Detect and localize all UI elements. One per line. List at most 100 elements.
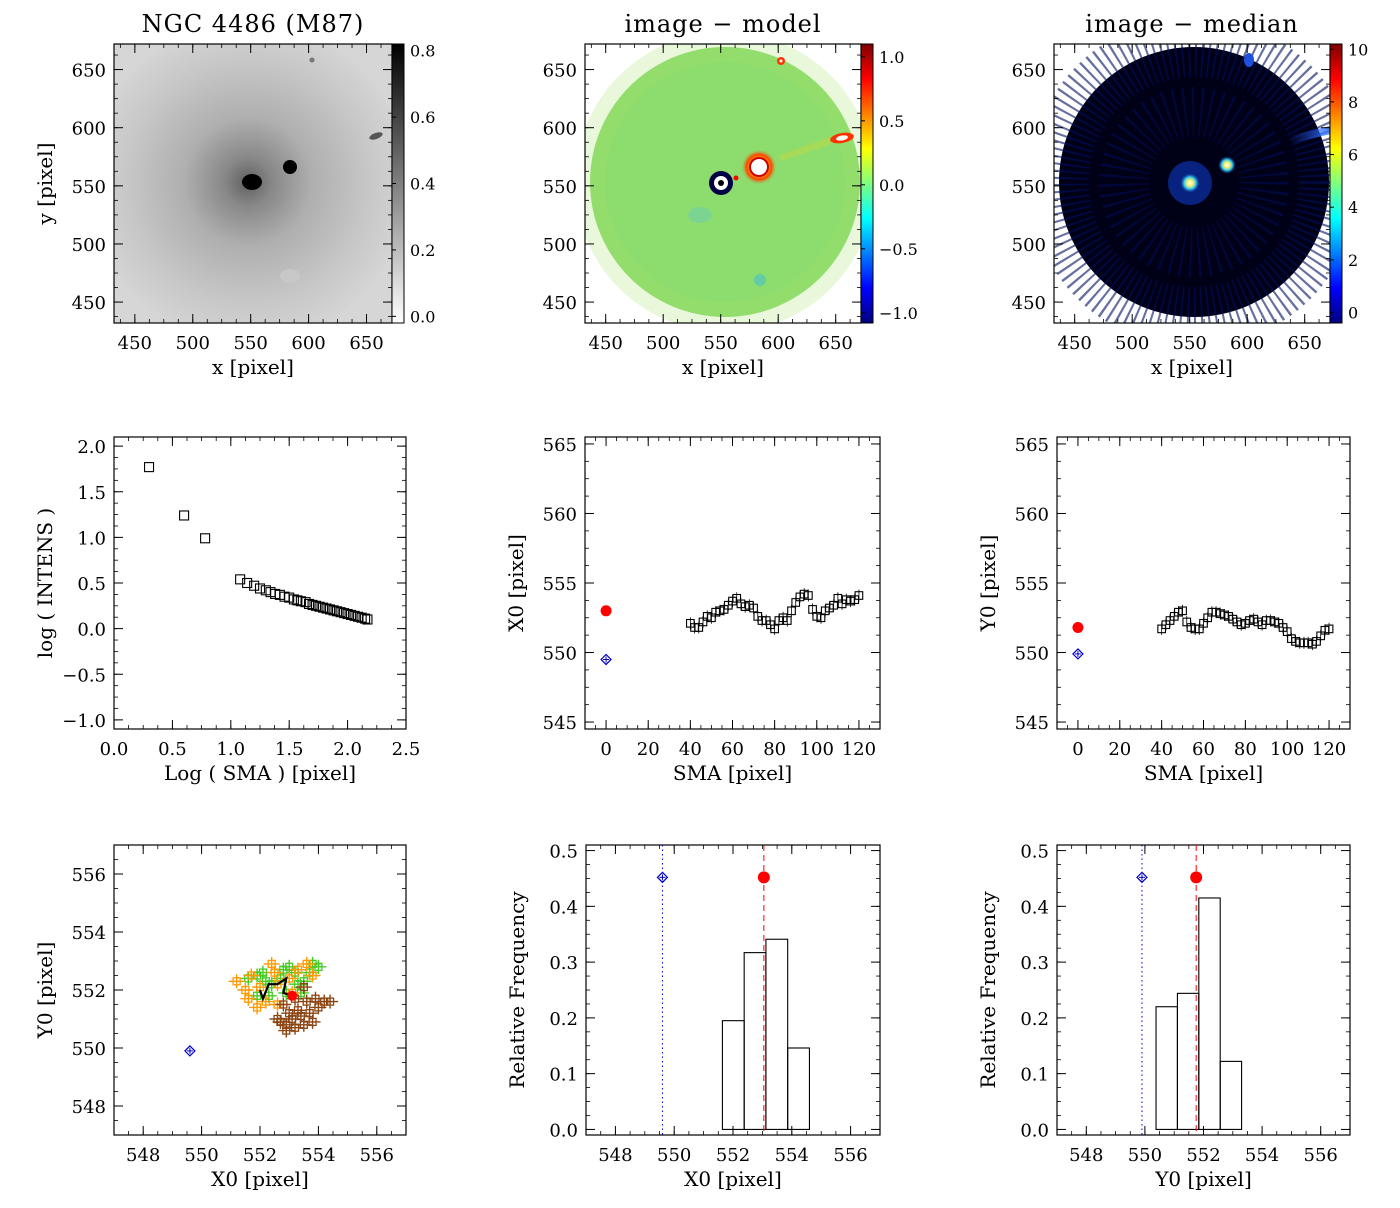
profile-ytick-label: −1.0 bbox=[62, 711, 106, 732]
hist_y0-initial-point bbox=[1136, 871, 1148, 884]
y0_vs_sma-point bbox=[1324, 624, 1334, 634]
center-point bbox=[278, 1023, 295, 1038]
profile-point bbox=[325, 604, 336, 615]
img_m87-xlabel: x [pixel] bbox=[212, 355, 294, 379]
hist_x0-bar bbox=[743, 952, 767, 1130]
center-point-box bbox=[232, 977, 241, 986]
hist_x0-ytick-label: 0.0 bbox=[549, 1120, 578, 1141]
img_resid_model-axes: 450 500 550 600 650 450 500 550 600 650 x [pixel] i… bbox=[543, 10, 861, 379]
x0_vs_sma-point bbox=[854, 591, 864, 600]
center-point bbox=[275, 997, 292, 1012]
profile-point bbox=[349, 610, 360, 621]
center-point-box bbox=[241, 985, 250, 995]
center-point-box bbox=[270, 968, 279, 977]
y0_vs_sma-ytick-label: 550 bbox=[1015, 644, 1049, 665]
center-point-box bbox=[311, 994, 320, 1003]
median-core bbox=[1180, 173, 1200, 193]
hist_y0-axes: 548 550 552 554 556 0.0 0.1 0.2 0.3 0.4 0.5 Y0 [pix… bbox=[976, 842, 1351, 1191]
img_m87-ytick-label: 550 bbox=[72, 177, 106, 198]
center-point-box bbox=[293, 965, 303, 974]
hist_x0-xtick-label: 548 bbox=[598, 1145, 632, 1166]
y0_vs_sma-ylabel: Y0 [pixel] bbox=[976, 535, 1000, 633]
x0_vs_sma-ytick-label: 545 bbox=[543, 713, 577, 734]
hist_x0-bars bbox=[656, 845, 810, 1135]
hist_y0-xlabel: Y0 [pixel] bbox=[1154, 1167, 1252, 1191]
hist_y0-ytick-label: 0.0 bbox=[1020, 1120, 1049, 1141]
x0_vs_sma-ylabel: X0 [pixel] bbox=[504, 534, 528, 632]
center-point-box bbox=[252, 991, 262, 1000]
center-point-box bbox=[302, 959, 311, 969]
profile-point bbox=[314, 601, 325, 612]
img_m87-ytick-label: 600 bbox=[72, 119, 106, 140]
profile-point bbox=[321, 603, 332, 614]
hist_x0-ylabel: Relative Frequency bbox=[505, 891, 529, 1089]
x0_vs_sma-frame bbox=[584, 436, 881, 730]
profile-point bbox=[360, 613, 371, 624]
img_m87-xtick-label: 500 bbox=[176, 333, 210, 354]
hist_y0-xtick-label: 554 bbox=[1245, 1145, 1279, 1166]
center-point-box bbox=[314, 1003, 323, 1012]
img_resid_median-cbar-label: 4 bbox=[1348, 198, 1358, 217]
y0_vs_sma-initial-point bbox=[1072, 648, 1084, 660]
x0_vs_sma-axes: 0 20 40 60 80 100 120 545 550 555 560 565 SMA [pixel… bbox=[504, 435, 881, 785]
img_m87-xtick-label: 450 bbox=[118, 333, 152, 354]
center-point bbox=[289, 962, 306, 977]
x0_vs_sma-point bbox=[770, 624, 779, 634]
x0_vs_sma-initial-point bbox=[600, 653, 612, 666]
profile-point bbox=[254, 583, 266, 594]
resid-median-image bbox=[1054, 44, 1330, 323]
x0_vs_sma-reference-point bbox=[600, 605, 612, 617]
center-point bbox=[292, 1009, 309, 1024]
y0_vs_sma-ytick-label: 545 bbox=[1015, 713, 1049, 734]
hist_x0-ytick-label: 0.2 bbox=[549, 1009, 578, 1030]
img_resid_median-ytick-label: 650 bbox=[1012, 61, 1046, 82]
hist_y0-bars bbox=[1136, 845, 1243, 1135]
center-point-box bbox=[290, 1023, 300, 1032]
center-point-box bbox=[299, 982, 308, 992]
img_resid_model-cbar-label: 0.5 bbox=[879, 112, 904, 131]
center-point-box bbox=[302, 997, 311, 1006]
profile-point bbox=[300, 597, 311, 608]
img_resid_median-title: image − median bbox=[1085, 10, 1298, 38]
img_m87-ytick-label: 650 bbox=[72, 61, 106, 82]
resid-median-panel bbox=[1053, 43, 1343, 324]
profile-point bbox=[292, 595, 303, 606]
hist_y0-ytick-label: 0.5 bbox=[1020, 842, 1049, 863]
y0_vs_sma-xtick-label: 120 bbox=[1312, 739, 1346, 760]
hist_x0-xtick-label: 554 bbox=[775, 1145, 809, 1166]
y0_vs_sma-xtick-label: 80 bbox=[1234, 739, 1257, 760]
center-point bbox=[243, 968, 260, 983]
center-point-box bbox=[296, 1011, 306, 1021]
center_track-xtick-label: 548 bbox=[126, 1145, 160, 1166]
resid-median-colorbar bbox=[1330, 44, 1342, 323]
center-point-box bbox=[305, 1009, 314, 1018]
y0_vs_sma-xlabel: SMA [pixel] bbox=[1144, 761, 1263, 785]
img_resid_model-xtick-label: 450 bbox=[589, 333, 623, 354]
profile-ytick-label: 1.0 bbox=[77, 528, 106, 549]
img_m87-xtick-label: 650 bbox=[349, 333, 383, 354]
img_resid_model-cbar-label: 1.0 bbox=[879, 48, 904, 67]
img_resid_model-ytick-label: 600 bbox=[543, 119, 577, 140]
x0_vs_sma-ytick-label: 555 bbox=[543, 574, 577, 595]
y0_vs_sma-points bbox=[1072, 604, 1334, 660]
img_m87-cbar-label: 0.4 bbox=[410, 175, 435, 194]
profile-xtick-label: 2.0 bbox=[333, 739, 362, 760]
center-initial-point bbox=[184, 1045, 196, 1057]
img_resid_median-xtick-label: 500 bbox=[1115, 333, 1149, 354]
x0_vs_sma-xtick-label: 20 bbox=[637, 739, 660, 760]
x0_vs_sma-point bbox=[782, 616, 792, 625]
center_track-ytick-label: 554 bbox=[72, 923, 106, 944]
m87-colorbar bbox=[392, 44, 404, 323]
center_track-axes: 548 550 552 554 556 548 550 552 554 556 X0 [pixel]… bbox=[33, 844, 407, 1191]
profile-point bbox=[304, 598, 315, 610]
profile-ytick-label: 0.5 bbox=[77, 574, 106, 595]
x0_vs_sma-xtick-label: 80 bbox=[763, 739, 786, 760]
hist_y0-ytick-label: 0.3 bbox=[1020, 953, 1049, 974]
profile-point bbox=[362, 614, 373, 625]
img_resid_median-ytick-label: 500 bbox=[1012, 235, 1046, 256]
img_m87-axes: 450 500 550 600 650 450 500 550 600 650 x [pixel] y… bbox=[33, 10, 392, 379]
center-point bbox=[304, 968, 321, 983]
hist_x0-xlabel: X0 [pixel] bbox=[684, 1167, 782, 1191]
